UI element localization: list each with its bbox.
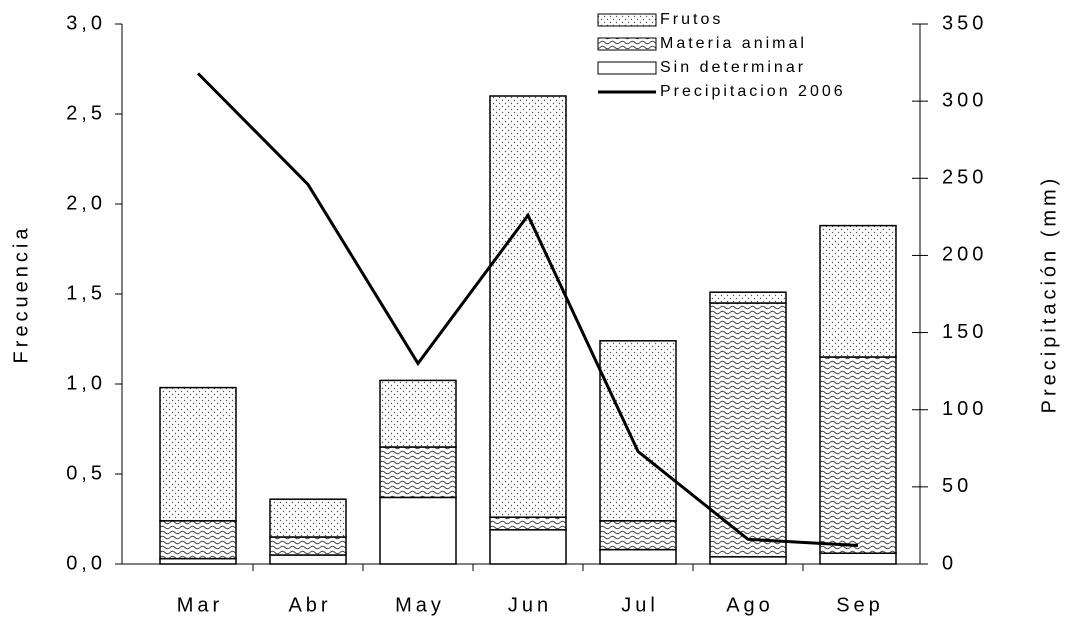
bar-segment	[599, 340, 677, 522]
bar-segment	[269, 554, 347, 565]
y2-axis-label: Precipitación (mm)	[1038, 175, 1060, 414]
y2-tick-label: 0	[942, 552, 957, 574]
bar-segment	[489, 95, 567, 518]
bar-segment	[489, 529, 567, 565]
legend: Frutos Materia animal Sin determinar Precip…	[597, 11, 846, 100]
legend-swatch	[597, 13, 657, 27]
bar-segment	[379, 446, 457, 499]
bar-segment	[709, 556, 787, 565]
bar-segment	[159, 557, 237, 565]
bar-segment	[599, 520, 677, 551]
bar-segment	[379, 496, 457, 565]
y-tick-label: 2,5	[66, 102, 106, 124]
bar-segment	[379, 379, 457, 448]
legend-swatch	[597, 61, 657, 75]
x-tick-label: Abr	[288, 594, 331, 616]
y-tick-label: 3,0	[66, 12, 106, 34]
y2-tick-label: 300	[942, 89, 987, 111]
legend-label: Materia animal	[660, 35, 807, 52]
bar-segment	[159, 520, 237, 560]
y2-tick-label: 200	[942, 244, 987, 266]
bar-segment	[269, 498, 347, 538]
y2-tick-label: 350	[942, 12, 987, 34]
y-tick-label: 2,0	[66, 192, 106, 214]
bar-segment	[819, 224, 897, 358]
y2-tick-label: 150	[942, 321, 987, 343]
bar-segment	[709, 302, 787, 558]
legend-label: Precipitacion 2006	[660, 83, 846, 100]
line	[196, 72, 859, 547]
bar-segment	[489, 516, 567, 531]
y2-tick-label: 100	[942, 398, 987, 420]
bar-segment	[599, 548, 677, 565]
x-tick-label: Mar	[177, 594, 223, 616]
y2-tick-label: 250	[942, 167, 987, 189]
y-tick-label: 1,5	[66, 282, 106, 304]
legend-label: Sin determinar	[660, 59, 806, 76]
x-tick-label: Ago	[726, 594, 774, 616]
y-tick-label: 1,0	[66, 372, 106, 394]
y2-tick-label: 50	[942, 475, 972, 497]
x-tick-label: Sep	[836, 594, 884, 616]
x-tick-label: May	[395, 594, 445, 616]
y-tick-label: 0,5	[66, 462, 106, 484]
bar-segment	[269, 536, 347, 556]
bar-segment	[819, 552, 897, 565]
bar-segment	[159, 386, 237, 522]
legend-label: Frutos	[660, 11, 723, 28]
y-tick-label: 0,0	[66, 552, 106, 574]
bar-segment	[709, 291, 787, 304]
bar-segment	[819, 356, 897, 554]
x-tick-label: Jul	[621, 594, 659, 616]
x-tick-label: Jun	[508, 594, 552, 616]
y-axis-label: Frecuencia	[10, 225, 32, 364]
legend-swatch	[597, 37, 657, 51]
